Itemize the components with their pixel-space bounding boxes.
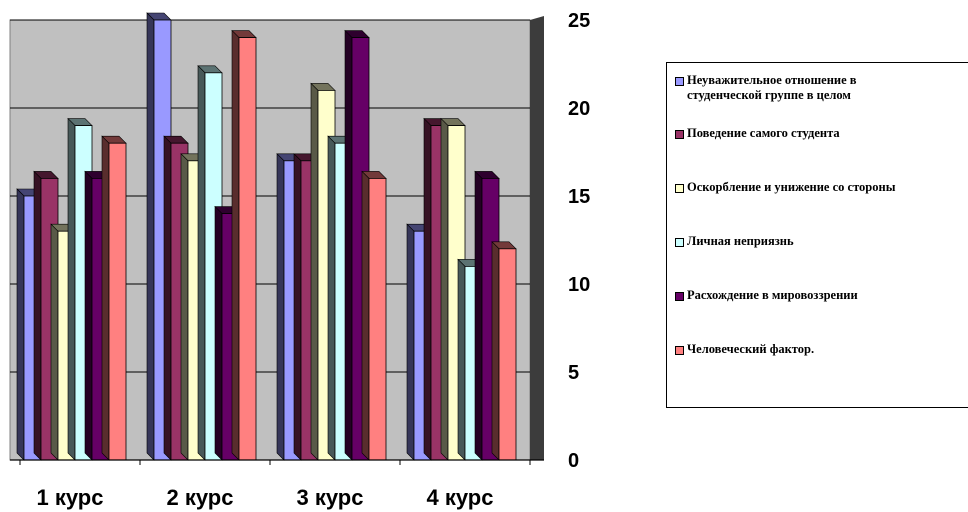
bars (16, 12, 517, 461)
legend-label: Неуважительное отношение в студенческой … (687, 73, 857, 102)
bar-2-6 (231, 29, 257, 461)
bar-2-1 (146, 12, 172, 461)
legend-swatch (675, 184, 684, 193)
bar-1-6 (101, 135, 127, 461)
legend-label: Расхождение в мировоззрении (687, 288, 858, 302)
legend-swatch (675, 77, 684, 86)
legend-swatch (675, 238, 684, 247)
legend-item: Неуважительное отношение в студенческой … (675, 73, 968, 103)
y-tick-labels: 0 5 10 15 20 25 (568, 10, 590, 472)
legend-swatch (675, 130, 684, 139)
legend-label: Человеческий фактор. (687, 342, 815, 356)
category-labels: 1 курс 2 курс 3 курс 4 курс (37, 485, 494, 510)
bar-4-6 (491, 241, 517, 461)
category-label: 3 курс (297, 485, 364, 510)
legend-swatch (675, 292, 684, 301)
legend-label: Оскорбление и унижение со стороны (687, 180, 896, 194)
y-tick-label: 20 (568, 98, 590, 120)
legend-item: Человеческий фактор. (675, 342, 968, 357)
legend-item: Расхождение в мировоззрении (675, 288, 968, 303)
bar-3-6 (361, 170, 387, 461)
category-label: 2 курс (167, 485, 234, 510)
legend-item: Личная неприязнь (675, 234, 968, 249)
y-tick-label: 0 (568, 450, 579, 472)
y-tick-label: 25 (568, 10, 590, 32)
legend-swatch (675, 346, 684, 355)
axes (10, 459, 544, 465)
legend: Неуважительное отношение в студенческой … (666, 62, 968, 408)
category-label: 4 курс (427, 485, 494, 510)
legend-item: Поведение самого студента (675, 126, 968, 141)
legend-label: Личная неприязнь (687, 234, 794, 248)
category-label: 1 курс (37, 485, 104, 510)
legend-label: Поведение самого студента (687, 126, 840, 140)
y-tick-label: 5 (568, 362, 579, 384)
y-tick-label: 10 (568, 274, 590, 296)
y-tick-label: 15 (568, 186, 590, 208)
legend-item: Оскорбление и унижение со стороны (675, 180, 968, 195)
